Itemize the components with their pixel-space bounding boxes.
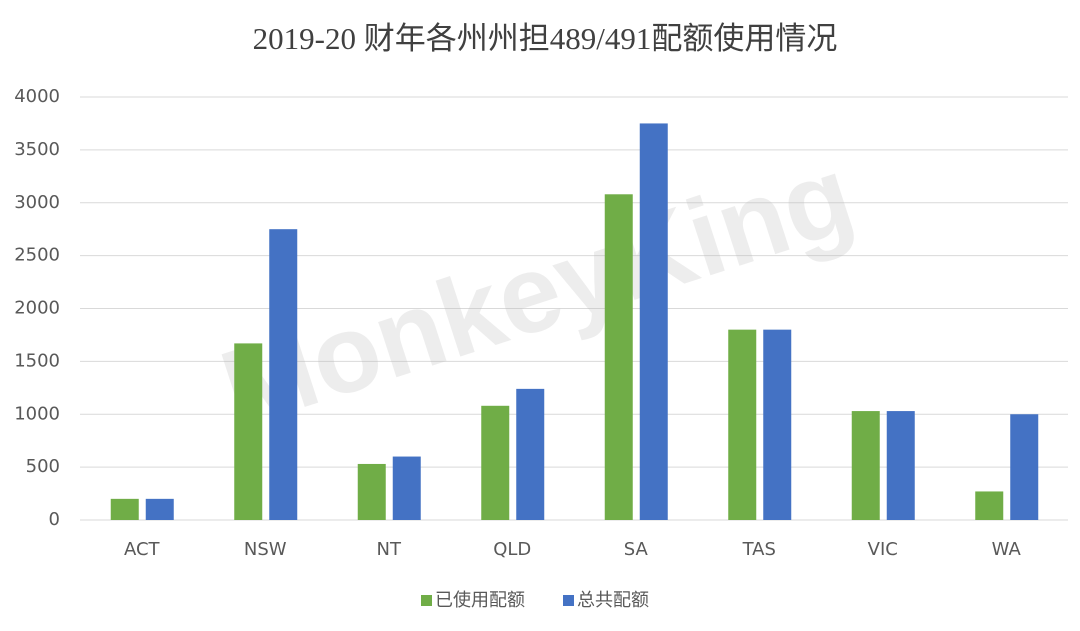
y-tick-label: 500 [26, 456, 60, 477]
bar [516, 388, 545, 520]
bar [145, 498, 174, 520]
bar [481, 405, 510, 520]
y-tick-label: 2000 [14, 298, 60, 319]
x-tick-label: TAS [742, 539, 776, 560]
legend-label: 已使用配额 [435, 590, 525, 611]
y-tick-label: 1500 [14, 350, 60, 371]
y-tick-label: 0 [49, 509, 60, 530]
legend-swatch [421, 595, 432, 606]
y-tick-label: 4000 [14, 86, 60, 107]
bar [357, 463, 386, 520]
chart-title: 2019-20 财年各州州担489/491配额使用情况 [253, 21, 838, 56]
bar [234, 343, 263, 520]
bar [851, 411, 880, 520]
bar [639, 123, 668, 520]
legend-swatch [563, 595, 574, 606]
bar [886, 411, 915, 520]
legend-label: 总共配额 [577, 590, 649, 611]
bar [110, 498, 139, 520]
x-tick-label: VIC [868, 539, 898, 560]
x-tick-label: SA [624, 539, 649, 560]
bar [975, 491, 1004, 520]
x-tick-label: NT [377, 539, 402, 560]
bar [392, 456, 421, 520]
x-tick-label: NSW [244, 539, 287, 560]
bar [728, 329, 757, 520]
y-tick-label: 3000 [14, 192, 60, 213]
x-tick-label: ACT [124, 539, 161, 560]
x-tick-label: WA [992, 539, 1022, 560]
x-tick-label: QLD [493, 539, 531, 560]
bar [763, 329, 792, 520]
y-tick-label: 2500 [14, 245, 60, 266]
bar [1010, 414, 1039, 520]
bar [269, 229, 298, 520]
y-tick-label: 1000 [14, 403, 60, 424]
bar [604, 194, 633, 521]
y-tick-label: 3500 [14, 139, 60, 160]
